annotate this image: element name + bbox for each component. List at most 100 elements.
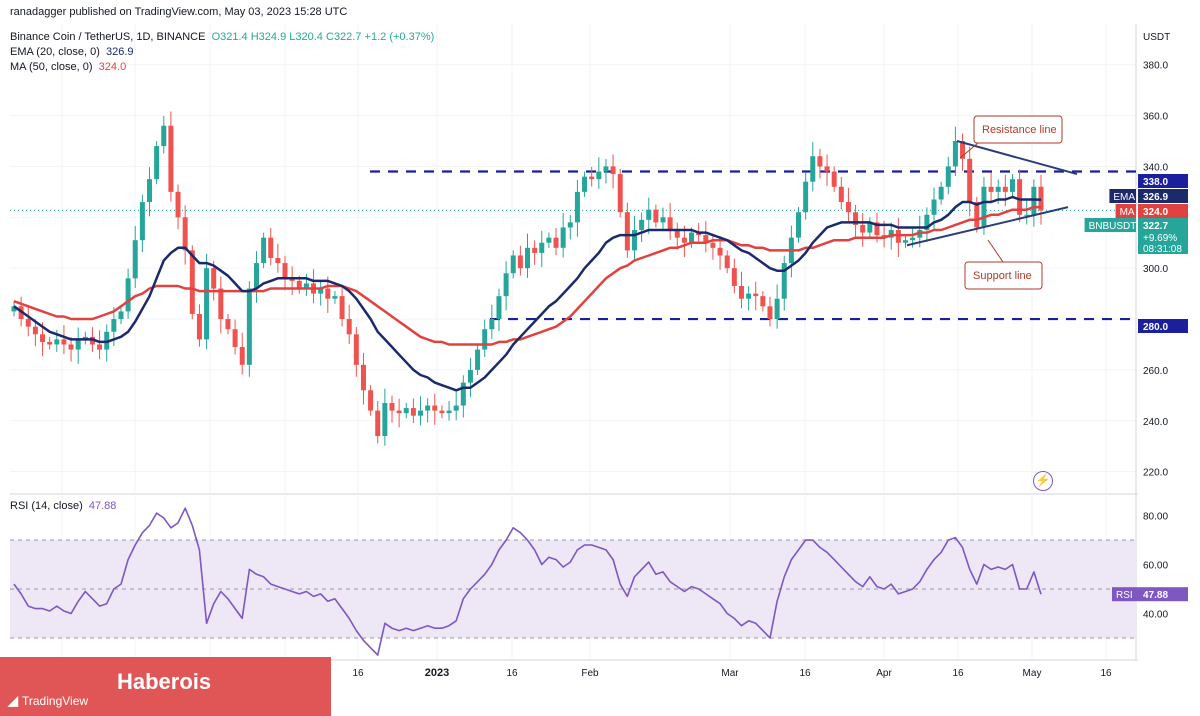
candle-body xyxy=(831,171,837,187)
ema-label: EMA (20, close, 0) xyxy=(10,46,100,58)
candle-body xyxy=(61,339,67,345)
candle-body xyxy=(867,222,873,233)
candle-body xyxy=(995,186,1001,192)
price-axis-tick-label: 380.0 xyxy=(1143,61,1168,72)
candle-body xyxy=(196,313,202,340)
candle-body xyxy=(467,369,473,383)
price-tag-value: 280.0 xyxy=(1143,322,1168,333)
price-tag-label: EMA xyxy=(1113,192,1135,203)
candle-body xyxy=(717,247,723,256)
lightning-icon[interactable]: ⚡ xyxy=(1033,471,1053,491)
ohlc-high: H324.9 xyxy=(250,31,287,43)
candle-body xyxy=(596,171,602,180)
published-caption: ranadagger published on TradingView.com,… xyxy=(10,6,348,18)
candle-body xyxy=(296,280,302,289)
candle-body xyxy=(211,268,217,289)
price-tag-value: 326.9 xyxy=(1143,192,1168,203)
candle-body xyxy=(268,237,274,258)
candle-body xyxy=(289,278,295,281)
candle-body xyxy=(1002,186,1008,192)
candle-body xyxy=(624,212,630,251)
candle-body xyxy=(439,410,445,414)
time-axis-tick-label: 16 xyxy=(352,668,364,679)
resistance-label-pointer xyxy=(959,142,979,159)
candle-body xyxy=(960,141,966,159)
candle-body xyxy=(710,242,716,248)
rsi-axis-tick-label: 40.00 xyxy=(1143,609,1168,620)
time-axis-tick-label: Mar xyxy=(721,668,739,679)
candle-body xyxy=(410,408,416,416)
candle-body xyxy=(796,212,802,238)
price-tag-value: 324.0 xyxy=(1143,207,1168,218)
price-axis-tick-label: 340.0 xyxy=(1143,162,1168,173)
candle-body xyxy=(888,230,894,238)
candle-body xyxy=(1024,214,1030,216)
candle-body xyxy=(1017,179,1023,215)
time-axis-tick-label: 16 xyxy=(799,668,811,679)
candle-body xyxy=(803,181,809,213)
candle-body xyxy=(82,336,88,340)
price-tag-label-box xyxy=(1115,204,1136,218)
price-tag-label: BNBUSDT xyxy=(1089,221,1137,232)
candle-body xyxy=(667,217,673,231)
candle-body xyxy=(639,219,645,231)
candle-body xyxy=(332,296,338,299)
price-axis-tick-label: 360.0 xyxy=(1143,112,1168,123)
candle-body xyxy=(432,405,438,411)
candle-body xyxy=(168,125,174,192)
candle-body xyxy=(838,186,844,203)
price-tag-value-box xyxy=(1138,189,1188,203)
candle-body xyxy=(503,273,509,297)
candle-body xyxy=(646,209,652,220)
rsi-axis-tick-label: 80.00 xyxy=(1143,512,1168,523)
watermark-banner xyxy=(0,657,331,716)
candle-body xyxy=(11,306,17,312)
candle-body xyxy=(574,191,580,223)
price-axis-tick-label: 220.0 xyxy=(1143,468,1168,479)
banner-text: Haberois xyxy=(117,669,212,694)
candle-body xyxy=(460,382,466,406)
candle-body xyxy=(631,230,637,251)
ma-value: 324.0 xyxy=(98,61,127,73)
candle-body xyxy=(360,364,366,391)
candle-body xyxy=(425,405,431,411)
candle-body xyxy=(182,217,188,251)
candle-body xyxy=(318,288,324,294)
candle-body xyxy=(139,202,145,241)
candle-body xyxy=(382,402,388,437)
candle-body xyxy=(396,410,402,414)
resistance-label-box xyxy=(973,115,1063,144)
ohlc-close: C322.7 xyxy=(326,31,362,43)
candle-body xyxy=(446,410,452,414)
rsi-value: 47.88 xyxy=(88,500,117,512)
candle-body xyxy=(610,166,616,175)
price-tag-value: 338.0 xyxy=(1143,177,1168,188)
candle-body xyxy=(952,141,958,167)
candle-body xyxy=(738,285,744,299)
symbol-title: Binance Coin / TetherUS, 1D, BINANCE xyxy=(10,31,206,43)
ema20-line xyxy=(13,195,1042,392)
candle-body xyxy=(539,242,545,253)
candle-body xyxy=(681,237,687,243)
candle-body xyxy=(525,247,530,269)
rsi-label: RSI (14, close) xyxy=(10,500,83,512)
tradingview-logo-text: TradingView xyxy=(22,694,89,708)
support-label: Support line xyxy=(973,270,1032,282)
ma-label: MA (50, close, 0) xyxy=(10,61,93,73)
price-axis-tick-label: 240.0 xyxy=(1143,417,1168,428)
rsi-axis-tick-label: 60.00 xyxy=(1143,561,1168,572)
candle-body xyxy=(54,339,60,345)
candle-body xyxy=(154,146,160,180)
candle-body xyxy=(204,268,210,340)
candle-body xyxy=(161,125,167,147)
candle-body xyxy=(981,186,987,228)
time-axis-tick-label: 16 xyxy=(952,668,964,679)
tradingview-logo-icon: ◢ xyxy=(8,693,18,708)
candle-body xyxy=(482,329,488,350)
candle-body xyxy=(560,227,566,248)
candle-body xyxy=(68,344,74,350)
ema-legend: EMA (20, close, 0) 326.9 xyxy=(10,46,134,58)
candle-body xyxy=(988,186,994,192)
candle-body xyxy=(845,202,851,213)
